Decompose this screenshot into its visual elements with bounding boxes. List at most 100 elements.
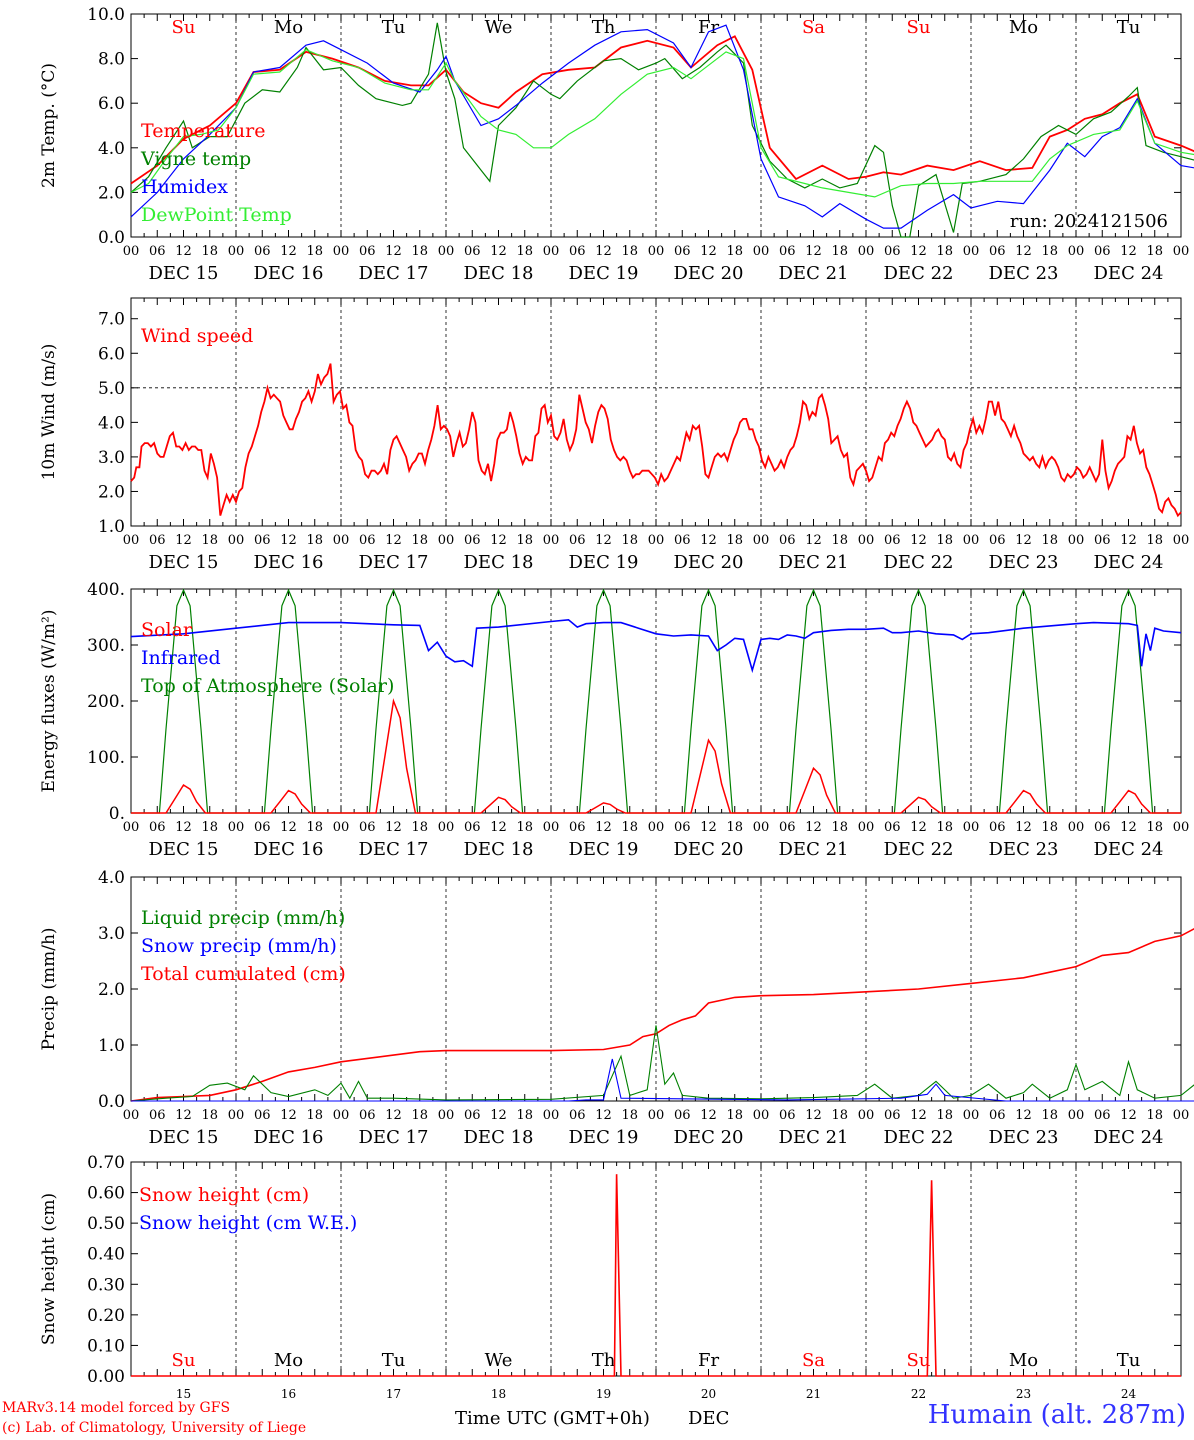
legend-snow-height-we: Snow height (cm W.E.) (139, 1212, 357, 1234)
y-tick-label: 0.30 (87, 1275, 125, 1295)
x-hour-label: 00 (1068, 820, 1085, 835)
legend-total-cumulated: Total cumulated (cm) (141, 963, 346, 985)
x-hour-label: 12 (805, 820, 822, 835)
x-hour-label: 18 (831, 533, 848, 548)
y-tick-label: 300. (87, 636, 125, 656)
legend-infrared: Infrared (141, 647, 221, 669)
x-hour-label: 06 (569, 1108, 586, 1123)
x-date-label: DEC 22 (884, 263, 954, 284)
x-hour-label: 00 (963, 244, 980, 259)
x-hour-label: 18 (411, 820, 428, 835)
day-number: 18 (491, 1387, 506, 1401)
x-hour-label: 12 (1120, 820, 1137, 835)
panel-2 (130, 297, 1182, 527)
x-date-label: DEC 18 (464, 1127, 534, 1148)
x-date-label: DEC 19 (569, 1127, 639, 1148)
x-hour-label: 06 (569, 820, 586, 835)
x-hour-label: 12 (175, 244, 192, 259)
legend-vigne-temp: Vigne temp (140, 148, 251, 170)
x-hour-label: 00 (963, 533, 980, 548)
series-liquid-precip (130, 1025, 1194, 1102)
x-hour-label: 06 (989, 820, 1006, 835)
y-tick-label: 2.0 (98, 183, 125, 203)
x-hour-label: 18 (411, 533, 428, 548)
x-hour-label: 06 (359, 820, 376, 835)
series-infrared (130, 618, 1182, 674)
x-hour-label: 18 (1041, 820, 1058, 835)
y-tick-label: 4.0 (98, 413, 125, 433)
x-hour-label: 18 (201, 1108, 218, 1123)
x-hour-label: 06 (779, 1108, 796, 1123)
x-hour-label: 18 (201, 244, 218, 259)
x-hour-label: 12 (910, 244, 927, 259)
y-axis-title: Energy fluxes (W/m²) (39, 610, 59, 793)
y-tick-label: 0.50 (87, 1214, 125, 1234)
x-hour-label: 06 (884, 244, 901, 259)
x-hour-label: 12 (1015, 1108, 1032, 1123)
x-axis-title: Time UTC (GMT+0h) (455, 1408, 650, 1429)
weekday-label: Su (907, 17, 931, 38)
x-date-label: DEC 18 (464, 839, 534, 860)
x-hour-label: 12 (910, 820, 927, 835)
x-hour-label: 00 (543, 244, 560, 259)
day-number: 19 (596, 1387, 611, 1401)
x-hour-label: 18 (936, 244, 953, 259)
x-hour-label: 12 (175, 1108, 192, 1123)
x-hour-label: 00 (858, 533, 875, 548)
x-hour-label: 06 (464, 820, 481, 835)
y-tick-label: 7.0 (98, 310, 125, 330)
x-hour-label: 12 (280, 820, 297, 835)
x-hour-label: 12 (385, 533, 402, 548)
x-date-label: DEC 20 (674, 839, 744, 860)
x-hour-label: 18 (411, 1108, 428, 1123)
x-hour-label: 06 (884, 533, 901, 548)
x-hour-label: 06 (149, 244, 166, 259)
x-hour-label: 06 (464, 1108, 481, 1123)
y-axis-title: Precip (mm/h) (39, 927, 59, 1050)
x-hour-label: 18 (726, 533, 743, 548)
x-hour-label: 06 (884, 1108, 901, 1123)
x-hour-label: 12 (1015, 820, 1032, 835)
x-hour-label: 06 (779, 244, 796, 259)
x-hour-label: 00 (753, 820, 770, 835)
x-hour-label: 18 (411, 244, 428, 259)
y-tick-label: 200. (87, 692, 125, 712)
model-credit: MARv3.14 model forced by GFS (2, 1400, 231, 1416)
series-temperature (130, 35, 1194, 185)
station-name: Humain (alt. 287m) (927, 1400, 1186, 1430)
panel-4 (130, 876, 1182, 1102)
x-date-label: DEC 16 (254, 263, 324, 284)
day-number: 23 (1016, 1387, 1031, 1401)
x-hour-label: 06 (464, 244, 481, 259)
x-hour-label: 12 (595, 1108, 612, 1123)
legend-temperature: Temperature (141, 120, 265, 142)
x-hour-label: 12 (280, 533, 297, 548)
x-hour-label: 12 (595, 244, 612, 259)
x-hour-label: 12 (1120, 244, 1137, 259)
series-humidex (130, 24, 1194, 229)
x-hour-label: 18 (831, 244, 848, 259)
x-date-label: DEC 17 (359, 263, 429, 284)
run-label: run: 2024121506 (1010, 211, 1168, 232)
x-date-label: DEC 18 (464, 552, 534, 573)
x-hour-label: 00 (438, 533, 455, 548)
x-hour-label: 18 (726, 820, 743, 835)
y-tick-label: 8.0 (98, 50, 125, 70)
x-hour-label: 12 (910, 1108, 927, 1123)
x-hour-label: 06 (779, 820, 796, 835)
day-number: 16 (281, 1387, 296, 1401)
weekday-label: Sa (802, 1350, 825, 1371)
day-number: 21 (806, 1387, 821, 1401)
x-hour-label: 12 (490, 820, 507, 835)
weekday-label: Mo (274, 17, 303, 38)
weekday-label: Th (592, 17, 616, 38)
x-hour-label: 00 (648, 533, 665, 548)
x-hour-label: 12 (805, 244, 822, 259)
day-number: 20 (701, 1387, 716, 1401)
x-hour-label: 18 (516, 1108, 533, 1123)
weekday-label: Fr (698, 17, 719, 38)
x-date-label: DEC 21 (779, 1127, 849, 1148)
series-dewpoint-temp (130, 49, 1194, 198)
x-hour-label: 18 (201, 820, 218, 835)
